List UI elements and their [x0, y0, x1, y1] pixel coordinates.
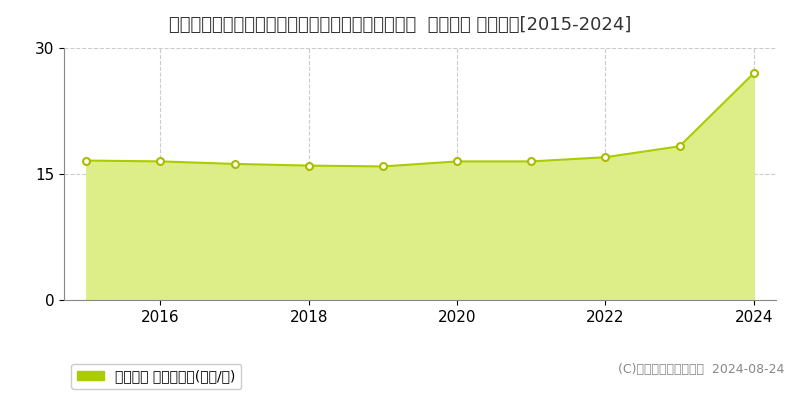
Text: (C)土地価格ドットコム  2024-08-24: (C)土地価格ドットコム 2024-08-24 [618, 363, 784, 376]
Text: 北海道札幌市西区宮の沢３条５丁目４８７番１４６  地価公示 地価推移[2015-2024]: 北海道札幌市西区宮の沢３条５丁目４８７番１４６ 地価公示 地価推移[2015-2… [169, 16, 631, 34]
Legend: 地価公示 平均坪単価(万円/坪): 地価公示 平均坪単価(万円/坪) [71, 364, 242, 389]
